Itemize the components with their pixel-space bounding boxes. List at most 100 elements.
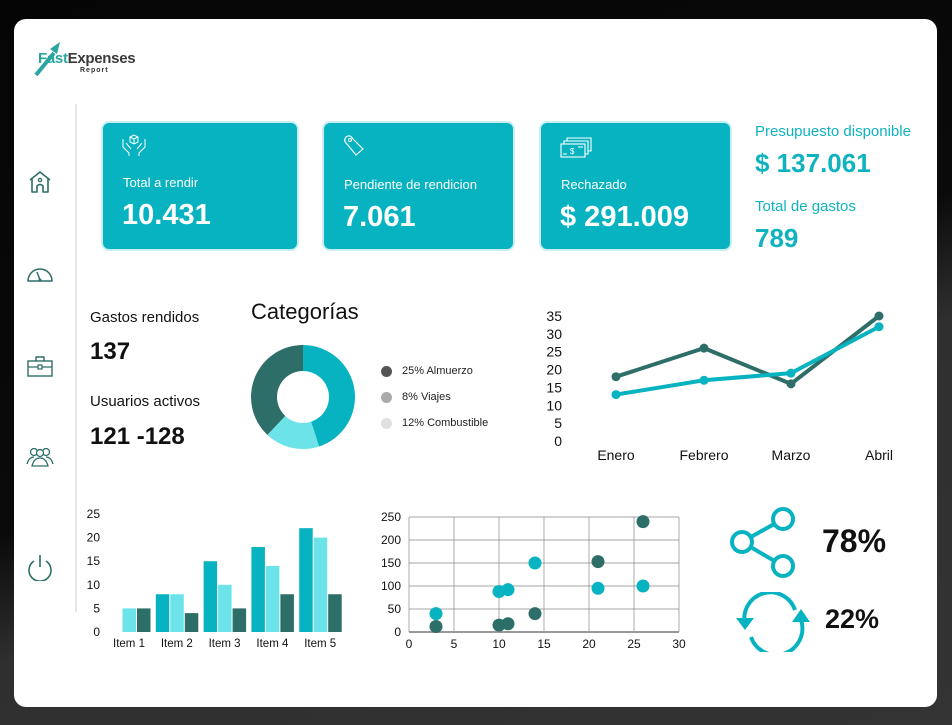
- line-point: [611, 390, 621, 400]
- y-tick-label: 35: [546, 308, 562, 324]
- kpi-card-rechazado[interactable]: $ Rechazado $ 291.009: [539, 121, 732, 251]
- x-tick-label: Item 2: [161, 638, 193, 650]
- bar: [137, 608, 151, 632]
- svg-text:$: $: [570, 147, 575, 156]
- budget-value: $ 137.061: [755, 148, 871, 178]
- budget-label: Presupuesto disponible: [755, 123, 911, 140]
- x-tick-label: Item 3: [209, 638, 241, 650]
- y-tick-label: 0: [93, 625, 100, 639]
- bar: [265, 565, 280, 632]
- y-tick-label: 50: [388, 602, 402, 616]
- bar: [184, 613, 199, 632]
- bar: [170, 594, 184, 632]
- kpi-card-total-a-rendir[interactable]: Total a rendir 10.431: [101, 121, 299, 251]
- sidebar-item-home[interactable]: [26, 168, 54, 196]
- kpi-card-pendiente[interactable]: Pendiente de rendicion 7.061: [322, 121, 515, 251]
- home-icon: [29, 171, 51, 193]
- bar: [218, 584, 232, 632]
- y-tick-label: 20: [546, 362, 562, 378]
- gastos-value: 137: [90, 338, 131, 365]
- line-point: [786, 379, 796, 389]
- tag-icon: [344, 135, 364, 156]
- y-tick-label: 30: [546, 326, 562, 342]
- logo-arrow-icon: [34, 42, 60, 77]
- sidebar-item-dashboard[interactable]: [26, 260, 54, 288]
- x-tick-label: Enero: [597, 447, 635, 463]
- x-tick-label: Item 1: [113, 638, 145, 650]
- logo-subtitle: Report: [80, 67, 109, 74]
- power-icon: [28, 555, 52, 582]
- kpi-label: Rechazado: [561, 177, 627, 192]
- gastos-rendidos-stat: Gastos rendidos 137: [90, 309, 199, 366]
- y-tick-label: 150: [381, 556, 401, 570]
- line-point: [874, 311, 884, 321]
- share-percentage: 78%: [822, 523, 887, 559]
- x-tick-label: 20: [582, 637, 596, 651]
- line-point: [611, 372, 621, 382]
- bar: [328, 594, 342, 632]
- kpi-value: 10.431: [122, 199, 211, 231]
- total-value: 789: [755, 223, 799, 253]
- y-tick-label: 15: [546, 379, 562, 395]
- line-point: [786, 368, 796, 378]
- y-tick-label: 200: [381, 533, 401, 547]
- x-tick-label: 5: [451, 637, 458, 651]
- scatter-point: [501, 583, 515, 597]
- legend-item: 12% Combustible: [381, 417, 488, 429]
- y-tick-label: 25: [546, 344, 562, 360]
- x-tick-label: 15: [537, 637, 551, 651]
- scatter-chart: 0 5 10 15 20 25 30 0 50 100 150 200 250: [381, 510, 686, 651]
- line-point: [699, 343, 709, 353]
- y-tick-label: 0: [394, 625, 401, 639]
- y-tick-label: 25: [87, 507, 101, 521]
- speedometer-icon: [27, 268, 53, 282]
- categories-donut-chart: [250, 345, 356, 449]
- bar: [155, 594, 170, 632]
- x-tick-label: Abril: [865, 447, 893, 463]
- x-tick-label: Febrero: [679, 447, 728, 463]
- sidebar-item-briefcase[interactable]: [26, 352, 54, 380]
- y-tick-label: 10: [87, 578, 101, 592]
- y-tick-label: 10: [546, 397, 562, 413]
- legend-dot: [381, 365, 392, 377]
- legend-label: 25% Almuerzo: [402, 365, 473, 377]
- sidebar-item-users[interactable]: [26, 444, 54, 472]
- scatter-point: [591, 581, 605, 595]
- scatter-point: [429, 619, 443, 633]
- scatter-point: [528, 607, 542, 621]
- users-icon: [26, 447, 54, 467]
- briefcase-icon: [27, 356, 53, 377]
- scatter-point: [429, 607, 443, 621]
- legend-label: 12% Combustible: [402, 417, 489, 429]
- hands-box-icon: [122, 134, 146, 156]
- bar: [251, 547, 265, 632]
- bar: [280, 594, 294, 632]
- donut-slice: [250, 345, 303, 435]
- logo-brand: FastExpenses: [38, 50, 136, 67]
- sidebar-item-logout[interactable]: [26, 553, 54, 582]
- line-series-teal: [615, 324, 880, 397]
- app-logo[interactable]: FastExpenses Report: [30, 37, 140, 87]
- scatter-point: [636, 515, 650, 529]
- y-tick-label: 5: [554, 415, 562, 431]
- y-tick-label: 15: [87, 554, 101, 568]
- donut-slice: [267, 415, 320, 449]
- bar: [232, 608, 247, 632]
- refresh-percentage: 22%: [825, 604, 880, 634]
- refresh-icon: [736, 592, 810, 652]
- legend-item: 8% Viajes: [381, 391, 451, 403]
- y-tick-label: 100: [381, 579, 401, 593]
- kpi-label: Total a rendir: [123, 175, 199, 190]
- kpi-label: Pendiente de rendicion: [344, 177, 477, 192]
- gastos-label: Gastos rendidos: [90, 309, 200, 326]
- x-tick-label: 25: [627, 637, 641, 651]
- line-point: [874, 322, 884, 332]
- usuarios-activos-stat: Usuarios activos 121 -128: [90, 393, 200, 451]
- x-tick-label: Item 5: [304, 638, 336, 650]
- kpi-value: $ 291.009: [560, 201, 690, 233]
- items-bar-chart: 0 5 10 15 20 25 Item 1 Item 2 Item 3 Item 4 Item 5: [87, 507, 342, 650]
- bar: [313, 537, 328, 632]
- bar: [122, 608, 136, 632]
- kpi-value: 7.061: [343, 201, 416, 233]
